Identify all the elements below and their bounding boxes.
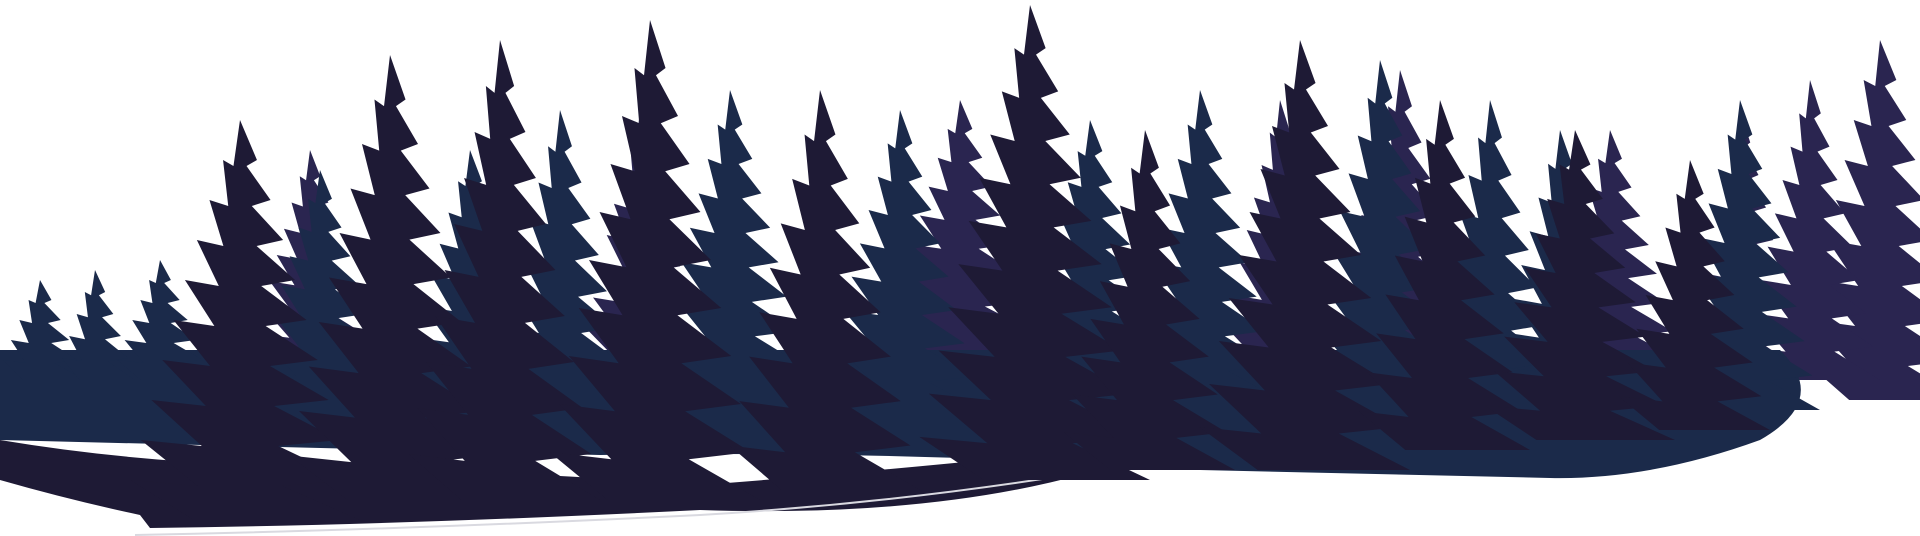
- front-tree-layer: [120, 5, 1770, 520]
- front-tree: [400, 40, 600, 500]
- front-tree: [720, 90, 920, 490]
- front-tree: [910, 5, 1150, 480]
- mid-tree: [55, 270, 135, 380]
- mid-tree: [110, 260, 210, 380]
- front-tree: [1350, 100, 1530, 450]
- back-tree: [1540, 130, 1680, 360]
- back-tree: [1740, 80, 1880, 380]
- front-tree: [1055, 130, 1235, 470]
- mid-tree: [1660, 100, 1820, 410]
- front-tree: [1190, 40, 1410, 470]
- front-tree: [1610, 160, 1770, 430]
- front-tree: [540, 20, 760, 500]
- front-tree: [1475, 130, 1675, 440]
- mid-tree: [1420, 100, 1560, 400]
- back-tree: [1796, 40, 1920, 400]
- front-tree: [280, 55, 500, 500]
- front-tree: [120, 120, 360, 520]
- mid-tree: [0, 280, 85, 380]
- mid-tree: [1120, 90, 1280, 400]
- mid-tree: [820, 110, 980, 410]
